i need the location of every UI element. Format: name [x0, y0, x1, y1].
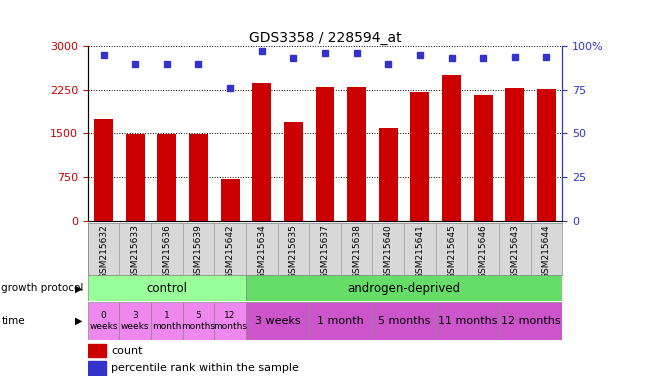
Bar: [442, 75, 461, 221]
Bar: [125, 134, 145, 221]
Text: androgen-deprived: androgen-deprived: [348, 282, 461, 295]
Text: GSM215643: GSM215643: [510, 224, 519, 279]
Text: 3 weeks: 3 weeks: [255, 316, 300, 326]
Bar: [436, 302, 499, 340]
Text: time: time: [1, 316, 25, 326]
Bar: [499, 302, 562, 340]
Bar: [474, 95, 493, 221]
Bar: [315, 88, 335, 221]
Text: GSM215635: GSM215635: [289, 224, 298, 279]
Bar: [505, 88, 525, 221]
Text: ▶: ▶: [75, 283, 83, 293]
Bar: [372, 302, 436, 340]
Text: count: count: [111, 346, 142, 356]
Text: GSM215640: GSM215640: [384, 224, 393, 279]
Bar: [309, 302, 372, 340]
Title: GDS3358 / 228594_at: GDS3358 / 228594_at: [249, 31, 401, 45]
Text: 5
months: 5 months: [181, 311, 215, 331]
Bar: [88, 302, 120, 340]
Bar: [246, 275, 562, 301]
Bar: [284, 122, 303, 221]
Bar: [189, 134, 208, 221]
Text: 5 months: 5 months: [378, 316, 430, 326]
Bar: [183, 302, 214, 340]
Text: GSM215637: GSM215637: [320, 224, 330, 279]
Text: GSM215642: GSM215642: [226, 224, 235, 279]
Bar: [88, 361, 106, 375]
Text: GSM215633: GSM215633: [131, 224, 140, 279]
Bar: [537, 89, 556, 221]
Bar: [347, 88, 366, 221]
Text: GSM215636: GSM215636: [162, 224, 172, 279]
Bar: [379, 127, 398, 221]
Text: 0
weeks: 0 weeks: [89, 311, 118, 331]
Bar: [157, 134, 176, 221]
Text: GSM215639: GSM215639: [194, 224, 203, 279]
Text: GSM215646: GSM215646: [478, 224, 488, 279]
Text: GSM215641: GSM215641: [415, 224, 424, 279]
Bar: [220, 179, 240, 221]
Bar: [252, 83, 271, 221]
Text: GSM215638: GSM215638: [352, 224, 361, 279]
Text: ▶: ▶: [75, 316, 83, 326]
Bar: [94, 119, 113, 221]
Bar: [151, 302, 183, 340]
Text: 1 month: 1 month: [317, 316, 364, 326]
Text: control: control: [146, 282, 187, 295]
Text: GSM215644: GSM215644: [542, 224, 551, 279]
Text: 12 months: 12 months: [500, 316, 560, 326]
Text: GSM215634: GSM215634: [257, 224, 266, 279]
Text: percentile rank within the sample: percentile rank within the sample: [111, 363, 299, 373]
Text: GSM215645: GSM215645: [447, 224, 456, 279]
Bar: [410, 91, 430, 221]
Bar: [214, 302, 246, 340]
Text: growth protocol: growth protocol: [1, 283, 84, 293]
Bar: [88, 275, 246, 301]
Bar: [246, 302, 309, 340]
Bar: [88, 344, 106, 357]
Text: 11 months: 11 months: [437, 316, 497, 326]
Text: 1
month: 1 month: [152, 311, 181, 331]
Text: 3
weeks: 3 weeks: [121, 311, 150, 331]
Text: 12
months: 12 months: [213, 311, 247, 331]
Text: GSM215632: GSM215632: [99, 224, 108, 279]
Bar: [120, 302, 151, 340]
